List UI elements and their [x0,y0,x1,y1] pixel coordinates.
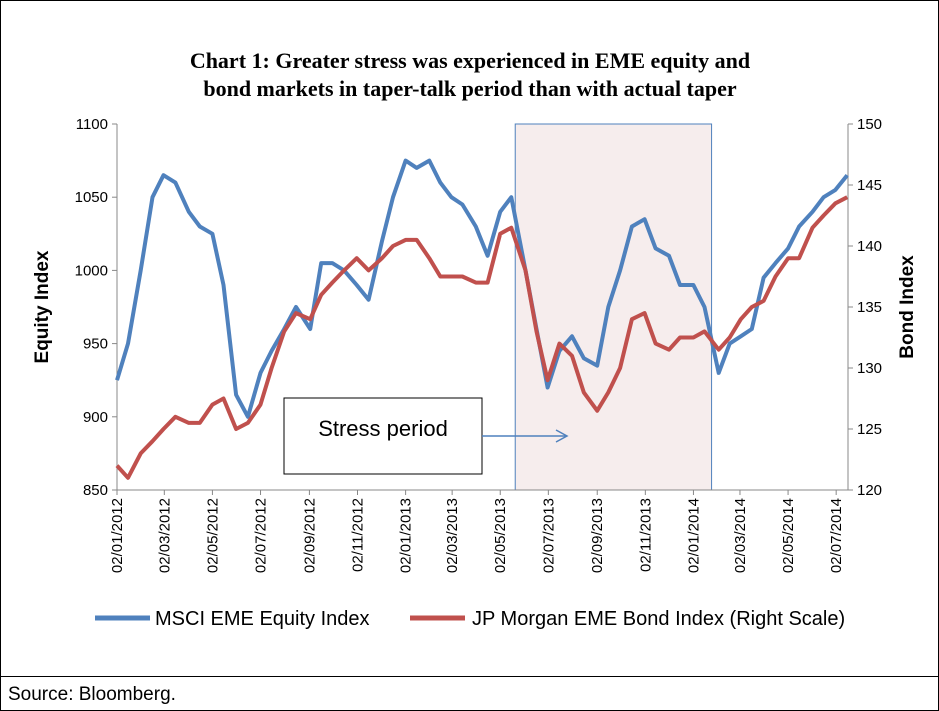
y2-axis-label: Bond Index [897,255,918,359]
y2-tick-label: 125 [857,421,882,438]
x-tick-label: 02/05/2013 [492,498,509,573]
footer-source: Source: Bloomberg. [8,684,176,705]
y2-tick-label: 140 [857,238,882,255]
x-tick-label: 02/03/2013 [444,498,461,573]
x-tick-label: 02/03/2014 [732,498,749,573]
series-line [115,158,849,419]
series-line [115,195,849,480]
y2-tick-label: 135 [857,299,882,316]
y-tick-label: 900 [83,409,108,426]
chart-title: bond markets in taper-talk period than w… [203,76,737,101]
chart-frame [0,0,939,677]
legend-label: JP Morgan EME Bond Index (Right Scale) [472,608,845,630]
x-tick-label: 02/03/2012 [156,498,173,573]
y-tick-label: 1100 [76,116,108,133]
chart-title: Chart 1: Greater stress was experienced … [190,48,750,73]
x-tick-label: 02/09/2013 [589,498,606,573]
annotation-box [283,397,483,475]
x-tick-label: 02/07/2014 [828,498,845,573]
y2-tick-label: 120 [857,482,882,499]
y-tick-label: 1000 [75,262,108,279]
x-tick-label: 02/05/2014 [780,498,797,573]
y-tick-label: 1050 [75,189,108,206]
x-tick-label: 02/05/2012 [204,498,221,573]
x-tick-label: 02/11/2013 [637,498,654,572]
footer-frame [0,676,939,711]
y2-tick-label: 145 [857,177,882,194]
y2-tick-label: 150 [857,116,882,133]
x-tick-label: 02/11/2012 [350,498,367,572]
annotation-text: Stress period [318,416,448,441]
stress-region [514,123,713,491]
x-tick-label: 02/07/2013 [540,498,557,573]
y-tick-label: 850 [83,482,108,499]
x-tick-label: 02/09/2012 [301,498,318,573]
x-tick-label: 02/01/2014 [685,498,702,573]
y-axis-label: Equity Index [32,250,53,363]
y-tick-label: 950 [83,336,108,353]
y2-tick-label: 130 [857,360,882,377]
x-tick-label: 02/07/2012 [253,498,270,573]
legend-label: MSCI EME Equity Index [155,608,370,630]
x-tick-label: 02/01/2012 [109,498,126,573]
x-tick-label: 02/01/2013 [398,498,415,573]
annotation-arrowhead [555,429,569,443]
